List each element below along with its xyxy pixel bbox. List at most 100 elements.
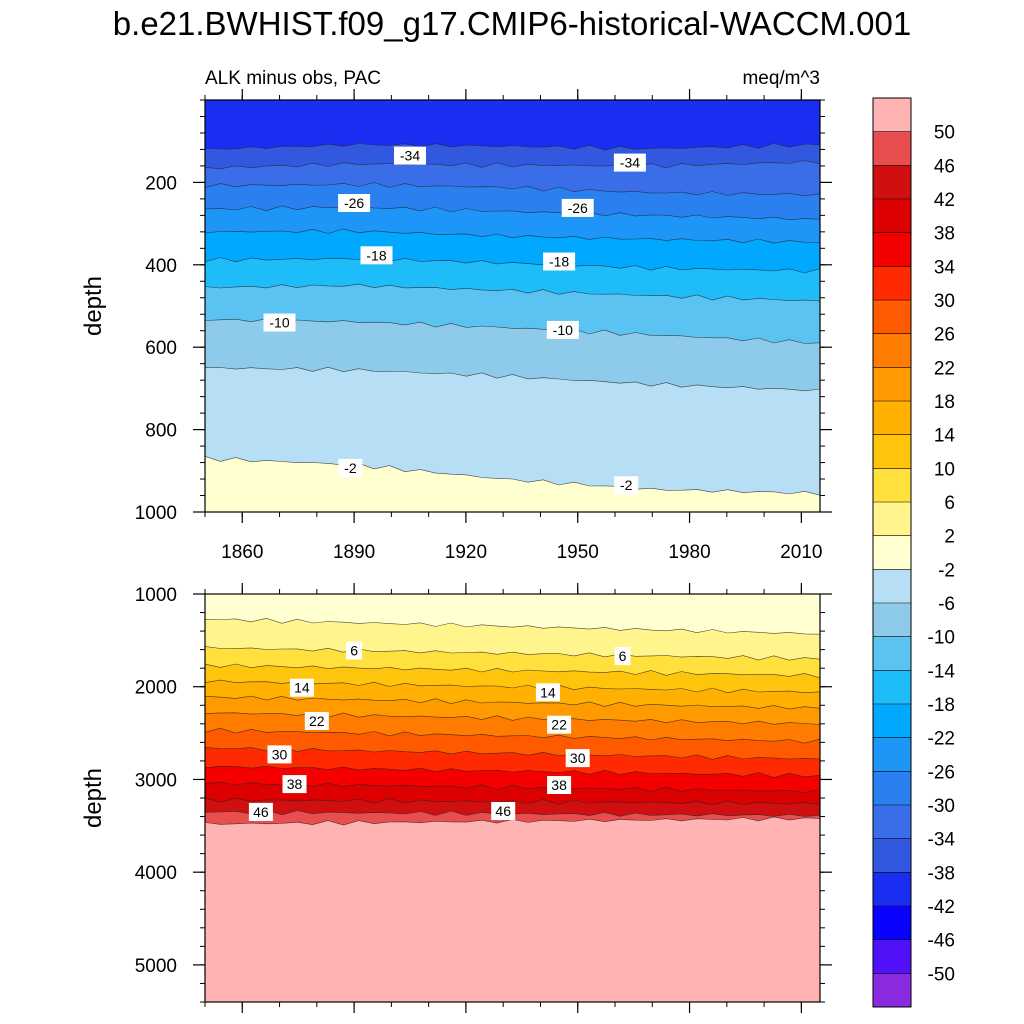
upper-fill-band <box>205 160 820 196</box>
figure-title: b.e21.BWHIST.f09_g17.CMIP6-historical-WA… <box>113 5 911 42</box>
colorbar-swatch <box>873 333 911 368</box>
upper-contour-label-text: -10 <box>269 315 289 331</box>
upper-contour-label-bg <box>614 476 639 495</box>
lower-contour-line <box>205 781 820 794</box>
upper-x-tick-label: 1890 <box>333 542 375 563</box>
colorbar-label: -10 <box>928 628 955 649</box>
upper-contour-label: -2 <box>338 458 363 477</box>
upper-plot-frame <box>204 99 821 513</box>
upper-fill-band <box>205 257 820 301</box>
colorbar-swatch <box>873 367 911 402</box>
colorbar-label: 30 <box>934 291 955 312</box>
upper-contour-fills <box>205 100 820 512</box>
upper-contour-label-bg <box>613 153 646 172</box>
upper-y-axis-label: depth <box>80 276 107 336</box>
lower-contour-line <box>205 646 820 661</box>
upper-contour-line <box>205 205 820 221</box>
upper-contour-label-bg <box>263 313 296 332</box>
upper-contour-line <box>205 318 820 344</box>
upper-contour-label-text: -18 <box>549 254 569 270</box>
upper-contour-line <box>205 182 820 197</box>
colorbar-swatch <box>873 737 911 772</box>
colorbar-swatch <box>873 401 911 436</box>
upper-panel-left-title: ALK minus obs, PAC <box>205 68 381 89</box>
upper-contour-label: -26 <box>561 198 594 217</box>
colorbar-swatch <box>873 872 911 907</box>
upper-x-tick-label: 2010 <box>780 542 822 563</box>
upper-axes: 200 400 600 800 1000 1860 1890 1920 1950 1980 2010 <box>135 89 832 563</box>
upper-contour-line <box>205 228 820 244</box>
colorbar-swatch <box>873 199 911 234</box>
colorbar-label: 26 <box>934 325 955 346</box>
lower-contour-line <box>205 695 820 710</box>
lower-contour-label-bg <box>304 712 329 730</box>
lower-contour-label-bg <box>282 775 307 794</box>
lower-contour-line <box>205 663 820 679</box>
upper-fill-band <box>205 228 820 273</box>
upper-panel: ALK minus obs, PAC meq/m^3 -34 -34-26 -26-… <box>80 68 832 563</box>
colorbar-label: 14 <box>934 426 956 447</box>
colorbar-label: -22 <box>928 729 955 750</box>
colorbar: -50-46-42-38-34-30-26-22-18-14-10-6-2261… <box>872 97 956 1008</box>
lower-contour-label-text: 14 <box>294 680 310 696</box>
upper-panel-units: meq/m^3 <box>742 68 820 89</box>
lower-axes: 1000 2000 3000 4000 5000 <box>135 583 832 1013</box>
colorbar-swatch <box>873 502 911 537</box>
upper-contour-label: -10 <box>546 320 579 339</box>
colorbar-swatch <box>873 973 911 1008</box>
upper-contour-line <box>205 160 820 170</box>
lower-contour-label-bg <box>346 641 363 660</box>
upper-x-tick-label: 1920 <box>445 542 487 563</box>
upper-contour-label-bg <box>338 194 371 212</box>
upper-contour-line <box>205 257 820 274</box>
lower-contour-label-text: 46 <box>495 803 511 819</box>
lower-fill-band <box>205 680 820 710</box>
lower-contour-line <box>205 797 820 806</box>
upper-contour-line <box>205 366 820 392</box>
lower-contour-label-bg <box>565 749 590 768</box>
lower-contour-label: 30 <box>565 749 590 768</box>
lower-contour-label-text: 46 <box>253 804 269 820</box>
lower-contour-label-bg <box>547 776 572 794</box>
colorbar-label: -42 <box>928 897 955 918</box>
lower-contour-label: 6 <box>346 641 363 660</box>
lower-fill-band <box>205 816 820 1002</box>
upper-contour-label-bg <box>561 198 594 217</box>
colorbar-label: -2 <box>938 560 955 581</box>
colorbar-swatch <box>873 939 911 974</box>
lower-contour-line <box>205 617 820 635</box>
upper-fill-band <box>205 182 820 220</box>
lower-contour-label: 14 <box>535 683 560 702</box>
colorbar-label: 46 <box>934 156 955 177</box>
lower-y-tick-label: 5000 <box>135 956 177 977</box>
colorbar-label: -50 <box>928 964 955 985</box>
colorbar-label: 38 <box>934 224 955 245</box>
upper-contour-label-bg <box>543 252 576 271</box>
lower-contour-label: 46 <box>491 802 516 820</box>
colorbar-swatch <box>873 670 911 705</box>
upper-y-tick-label: 600 <box>145 338 177 359</box>
lower-contour-label-text: 38 <box>551 777 567 793</box>
colorbar-swatch <box>873 434 911 469</box>
lower-contour-label-bg <box>248 802 273 821</box>
lower-fill-band <box>205 712 820 744</box>
upper-contour-label-bg <box>394 146 426 165</box>
colorbar-swatch <box>873 98 911 133</box>
colorbar-label: -30 <box>928 796 955 817</box>
lower-y-tick-label: 4000 <box>135 863 177 884</box>
colorbar-label: -6 <box>938 594 955 615</box>
upper-contour-label-text: -26 <box>344 195 364 211</box>
upper-fill-band <box>205 284 820 344</box>
lower-fill-band <box>205 766 820 793</box>
colorbar-label: -18 <box>928 695 955 716</box>
upper-contour-label-bg <box>360 246 393 265</box>
lower-contour-label-text: 6 <box>350 643 358 659</box>
lower-y-tick-label: 3000 <box>135 770 177 791</box>
colorbar-label: 2 <box>944 527 955 548</box>
colorbar-swatch <box>873 838 911 873</box>
lower-fill-band <box>205 696 820 725</box>
upper-contour-label: -18 <box>543 252 576 271</box>
lower-contour-label-text: 38 <box>287 776 303 792</box>
lower-fill-band <box>205 728 820 760</box>
